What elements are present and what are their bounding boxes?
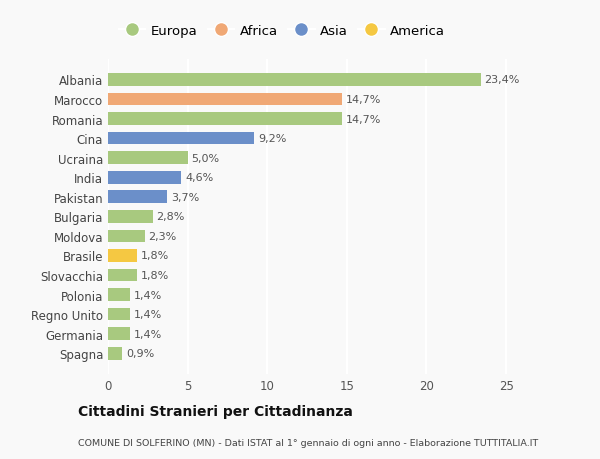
Bar xyxy=(108,250,137,262)
Text: 1,8%: 1,8% xyxy=(140,270,169,280)
Text: 2,8%: 2,8% xyxy=(157,212,185,222)
Bar xyxy=(108,152,188,165)
Bar xyxy=(108,172,181,184)
Bar xyxy=(108,230,145,243)
Bar xyxy=(108,328,130,340)
Text: 1,8%: 1,8% xyxy=(140,251,169,261)
Text: 0,9%: 0,9% xyxy=(127,348,155,358)
Bar xyxy=(108,211,152,223)
Text: 3,7%: 3,7% xyxy=(171,192,199,202)
Text: 1,4%: 1,4% xyxy=(134,290,163,300)
Bar xyxy=(108,289,130,301)
Text: 23,4%: 23,4% xyxy=(485,75,520,85)
Bar xyxy=(108,269,137,282)
Text: 1,4%: 1,4% xyxy=(134,329,163,339)
Text: 5,0%: 5,0% xyxy=(191,153,220,163)
Bar xyxy=(108,133,254,145)
Bar xyxy=(108,113,342,126)
Text: 9,2%: 9,2% xyxy=(259,134,287,144)
Text: 14,7%: 14,7% xyxy=(346,114,382,124)
Text: Cittadini Stranieri per Cittadinanza: Cittadini Stranieri per Cittadinanza xyxy=(78,404,353,419)
Bar xyxy=(108,347,122,360)
Legend: Europa, Africa, Asia, America: Europa, Africa, Asia, America xyxy=(115,21,449,41)
Bar xyxy=(108,308,130,321)
Text: 1,4%: 1,4% xyxy=(134,309,163,319)
Text: 2,3%: 2,3% xyxy=(149,231,177,241)
Bar xyxy=(108,191,167,204)
Text: COMUNE DI SOLFERINO (MN) - Dati ISTAT al 1° gennaio di ogni anno - Elaborazione : COMUNE DI SOLFERINO (MN) - Dati ISTAT al… xyxy=(78,438,538,447)
Text: 14,7%: 14,7% xyxy=(346,95,382,105)
Text: 4,6%: 4,6% xyxy=(185,173,214,183)
Bar xyxy=(108,74,481,87)
Bar xyxy=(108,94,342,106)
